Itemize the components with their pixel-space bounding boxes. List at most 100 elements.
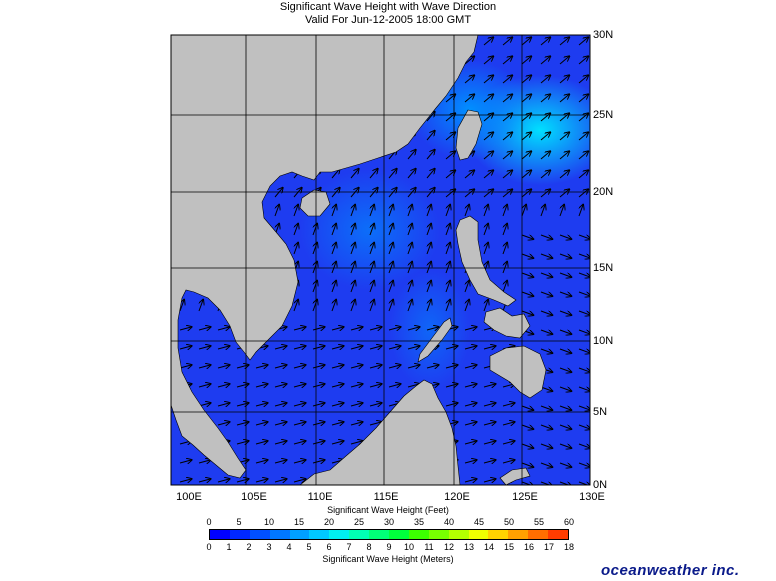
- wave-direction-arrow: [502, 460, 515, 463]
- wave-direction-arrow: [521, 291, 533, 296]
- lon-label-115e: 115E: [373, 491, 399, 503]
- land-mainland: [171, 35, 479, 479]
- wave-direction-arrow: [312, 384, 325, 387]
- lat-label-30n: 30N: [593, 29, 614, 41]
- wave-direction-arrow: [464, 327, 477, 330]
- meter-tick: 7: [346, 542, 352, 552]
- wave-direction-arrow: [559, 94, 569, 103]
- wave-direction-arrow: [483, 205, 488, 217]
- colorbar-segment: [289, 530, 310, 539]
- wave-direction-arrow: [521, 443, 533, 448]
- wave-direction-arrow: [578, 189, 588, 198]
- wave-direction-arrow: [369, 281, 374, 293]
- wave-direction-arrow: [388, 384, 401, 387]
- feet-tick: 25: [353, 517, 364, 527]
- wave-direction-arrow: [369, 205, 374, 217]
- meter-tick: 15: [503, 542, 514, 552]
- wave-direction-arrow: [521, 189, 531, 198]
- wave-direction-arrow: [578, 367, 590, 372]
- wave-direction-arrow: [483, 403, 496, 406]
- wave-direction-arrow: [521, 310, 533, 315]
- wave-direction-arrow: [255, 460, 268, 463]
- feet-tick: 40: [443, 517, 454, 527]
- land-taiwan: [455, 109, 483, 161]
- wave-direction-arrow: [540, 348, 552, 353]
- wave-direction-arrow: [464, 346, 477, 349]
- wave-direction-arrow: [578, 113, 588, 122]
- wave-direction-arrow: [578, 272, 590, 277]
- wave-direction-arrow: [312, 460, 325, 463]
- meter-tick: 1: [226, 542, 232, 552]
- lon-label-120e: 120E: [444, 491, 470, 503]
- wave-direction-arrow: [578, 94, 588, 103]
- wave-direction-arrow: [369, 224, 374, 236]
- wave-direction-arrow: [426, 205, 431, 217]
- wave-direction-arrow: [483, 94, 493, 103]
- colorbar-segment: [369, 530, 390, 539]
- wave-direction-arrow: [407, 205, 412, 217]
- map-frame: [170, 34, 591, 486]
- wave-direction-arrow: [388, 281, 393, 293]
- wave-direction-arrow: [331, 205, 336, 217]
- lon-label-100e: 100E: [176, 491, 202, 503]
- lon-label-125e: 125E: [512, 491, 538, 503]
- wave-direction-arrow: [502, 132, 512, 141]
- wave-direction-arrow: [502, 422, 515, 425]
- wave-direction-arrow: [445, 346, 458, 349]
- wave-direction-arrow: [331, 403, 344, 406]
- wave-direction-arrow: [426, 262, 431, 274]
- wave-direction-arrow: [540, 151, 550, 160]
- wave-direction-arrow: [559, 170, 569, 179]
- wave-direction-arrow: [464, 94, 474, 103]
- lon-label-110e: 110E: [307, 491, 333, 503]
- wave-direction-arrow: [521, 132, 531, 141]
- wave-direction-arrow: [331, 422, 344, 425]
- wave-direction-arrow: [331, 281, 336, 293]
- wave-direction-arrow: [236, 365, 249, 368]
- wave-direction-arrow: [331, 243, 336, 255]
- wave-direction-arrow: [445, 224, 450, 236]
- wave-direction-arrow: [179, 300, 184, 312]
- wave-direction-arrow: [521, 462, 533, 467]
- wave-direction-arrow: [540, 253, 552, 258]
- wave-direction-arrow: [540, 481, 552, 485]
- wave-direction-arrow: [312, 224, 317, 236]
- wave-direction-arrow: [198, 300, 203, 312]
- wave-direction-arrow: [559, 151, 569, 160]
- colorbar-segment: [269, 530, 290, 539]
- wave-direction-arrow: [502, 403, 515, 406]
- wave-height-colorbar: [209, 529, 569, 540]
- wave-direction-arrow: [578, 405, 590, 410]
- lon-label-130e: 130E: [579, 491, 605, 503]
- meter-scale-label: Significant Wave Height (Meters): [322, 554, 454, 564]
- wave-direction-arrow: [483, 132, 493, 141]
- wave-direction-arrow: [578, 462, 590, 467]
- wave-direction-arrow: [407, 262, 412, 274]
- lat-label-20n: 20N: [593, 186, 614, 198]
- wave-direction-arrow: [483, 56, 493, 65]
- meter-tick: 0: [206, 542, 212, 552]
- colorbar-segment: [309, 530, 330, 539]
- wave-direction-arrow: [445, 365, 458, 368]
- wave-direction-arrow: [559, 386, 571, 391]
- wave-direction-arrow: [350, 205, 355, 217]
- wave-direction-arrow: [540, 132, 550, 141]
- wave-direction-arrow: [407, 281, 412, 293]
- wave-direction-arrow: [540, 170, 550, 179]
- wave-direction-arrow: [464, 441, 477, 444]
- wave-direction-arrow: [198, 479, 211, 482]
- wave-direction-arrow: [198, 327, 211, 330]
- wave-direction-arrow: [559, 291, 571, 296]
- feet-tick: 0: [206, 517, 212, 527]
- wave-direction-arrow: [483, 460, 496, 463]
- wave-direction-arrow: [293, 327, 306, 330]
- wave-direction-arrow: [521, 151, 531, 160]
- wave-direction-arrow: [483, 384, 496, 387]
- wave-direction-arrow: [559, 405, 571, 410]
- wave-direction-arrow: [540, 75, 550, 84]
- wave-direction-arrow: [388, 327, 401, 330]
- wave-direction-arrow: [312, 327, 325, 330]
- wave-direction-arrow: [388, 205, 393, 217]
- wave-direction-arrow: [426, 224, 431, 236]
- wave-direction-arrow: [559, 272, 571, 277]
